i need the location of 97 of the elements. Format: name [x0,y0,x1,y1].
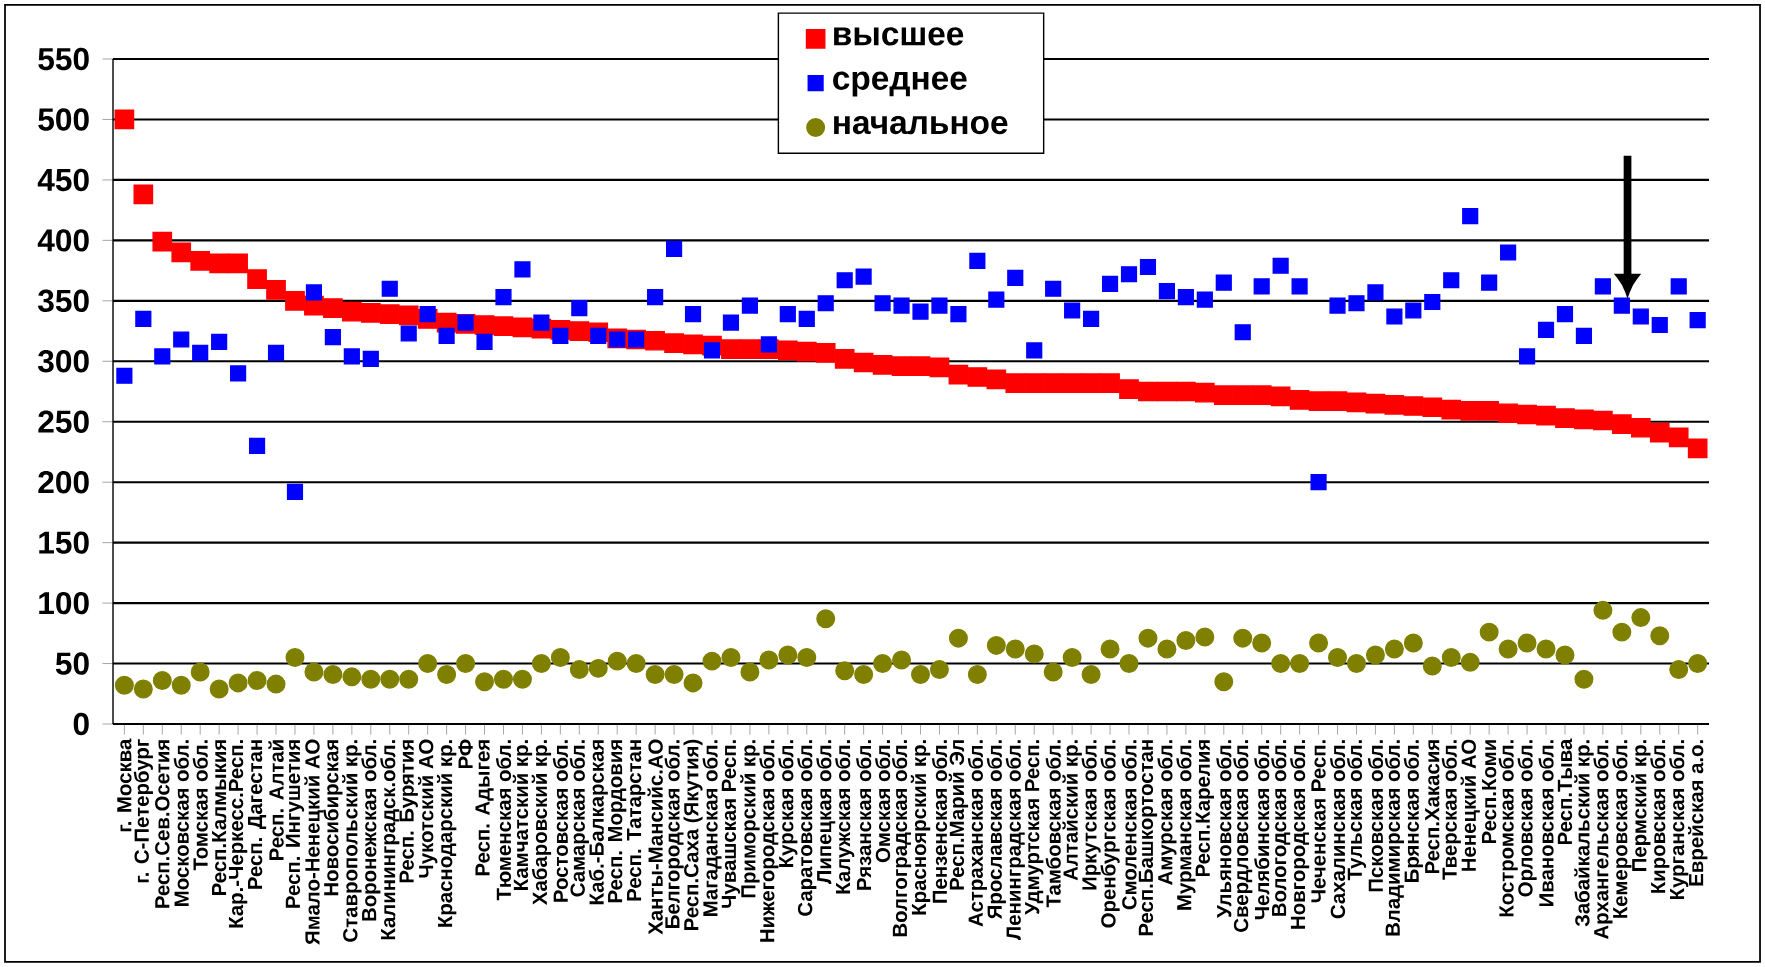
x-tick-label: Хабаровский кр. [531,740,552,905]
x-tick-label: Респ.Коми [1482,740,1497,844]
x-tick-label: Магаданская обл. [702,740,722,916]
x-tick-label: Тверская обл. [1441,740,1461,880]
x-tick-label: Новгородская обл. [1290,740,1310,929]
x-tick-label: Московская обл. [173,740,189,906]
x-tick-label: Омская обл. [875,740,891,863]
x-tick-label: Ненецкий АО [1460,739,1480,871]
x-tick-label: Забайкальский кр. [1574,740,1594,927]
x-tick-label: Сахалинская обл. [1329,740,1346,919]
x-tick-label: Архангельская обл. [1593,740,1613,940]
x-tick-label: Ленинградская обл. [1005,740,1025,941]
x-tick-label: Респ.Карелия [1195,740,1214,877]
x-tick-label: Челябинская обл. [1254,740,1270,920]
x-tick-label: Белгородская обл. [664,740,684,928]
y-tick-label: 100 [39,591,89,615]
y-tick-label: 350 [37,289,89,313]
x-tick-label: Пермский кр. [1631,740,1651,871]
x-tick-label: Рязанская обл. [856,740,872,890]
y-tick-label: 150 [39,531,89,554]
x-tick-label: Респ.Марий Эл [948,740,969,890]
x-tick-label: Приморский кр. [740,740,760,898]
legend-label: среднее [833,71,967,97]
legend-label: начальное [834,115,1008,135]
x-tick-label: Респ.Калмыкия [212,740,227,895]
x-tick-label: Чукотский АО [417,739,438,878]
x-tick-label: Томская обл. [192,740,208,871]
x-tick-label: Вологодская обл. [1271,740,1291,916]
legend-label: высшее [834,27,964,46]
x-tick-label: Алтайский кр. [1062,740,1082,881]
x-tick-label: Ивановская обл. [1538,740,1554,907]
x-tick-label: Респ. Алтай [268,740,284,860]
x-tick-label: Костромская обл. [1498,740,1518,917]
x-tick-label: Каб.-Балкарская [588,740,608,905]
x-tick-label: Респ. Ингушетия [285,740,305,908]
x-tick-label: Амурская обл. [1157,740,1177,885]
x-tick-label: Кар.-Черкесс.Респ. [228,740,248,928]
y-tick-label: 400 [37,229,89,252]
x-tick-label: Иркутская обл. [1081,740,1101,890]
x-tick-label: Астраханская обл. [967,740,987,927]
y-tick-label: 50 [55,652,89,675]
x-tick-label: Самарская обл. [569,740,589,897]
y-tick-label: 200 [38,470,89,494]
x-tick-label: Воронежская обл. [361,740,381,921]
x-tick-label: Тульская обл. [1346,740,1367,881]
x-tick-label: Респ.Башкортостан [1138,740,1158,936]
x-tick-label: Респ. Адыгея [475,740,494,876]
x-tick-label: Респ. Дагестан [247,740,267,889]
x-tick-label: Респ. Мордовия [608,740,627,903]
x-tick-label: Респ.Саха (Якутия) [683,739,703,930]
x-tick-label: Респ.Тыва [1557,738,1573,845]
y-tick-label: 300 [37,350,89,373]
x-tick-label: Ростовская обл. [552,740,568,902]
x-tick-label: Курская обл. [778,740,798,867]
y-tick-label: 0 [73,712,89,736]
x-tick-label: Ханты-Мансийс.АО [647,739,663,935]
x-tick-label: Ямало-Ненецкий АО [304,739,324,945]
x-tick-label: Саратовская обл. [797,740,817,916]
x-tick-label: Орловская обл. [1517,740,1537,897]
x-tick-label: Свердловская обл. [1233,740,1253,932]
y-tick-label: 250 [38,410,89,433]
x-tick-label: Чувашская Респ. [721,740,741,908]
x-tick-label: Еврейская а.о. [1687,740,1708,886]
x-tick-label: Мурманская обл. [1176,740,1196,910]
x-tick-label: Пензенская обл. [931,740,948,903]
x-tick-label: Липецкая обл. [816,740,836,884]
x-tick-label: г. Москва [117,738,132,832]
x-tick-label: Респ.Хакасия [1425,740,1440,874]
x-tick-label: Кемеровская обл. [1612,740,1632,918]
x-tick-label: Смоленская обл. [1121,740,1137,910]
x-tick-label: Кировская обл. [1650,740,1670,893]
x-tick-label: Калининградск.обл. [380,740,400,940]
x-tick-label: Удмуртская Респ. [1025,740,1044,915]
x-tick-label: Ставропольский кр. [342,740,362,942]
x-tick-label: Ярославская обл. [986,740,1006,919]
x-tick-label: г. С-Петербург [133,739,153,883]
x-tick-label: Тюменская обл. [495,740,512,901]
x-tick-label: Новосибирская [323,740,343,896]
x-tick-label: Краснодарский кр. [436,740,457,927]
x-tick-label: Респ. Татарстан [627,740,646,901]
x-tick-label: Оренбургская обл. [1100,740,1120,928]
x-tick-label: Калужская обл. [835,740,855,894]
x-tick-label: Чеченская Респ. [1311,740,1326,903]
x-tick-label: Респ.Сев.Осетия [155,740,170,908]
x-tick-label: Курганская обл. [1669,740,1689,900]
y-tick-label: 550 [38,47,89,71]
x-tick-label: Владимирская обл. [1384,740,1404,936]
x-tick-label: Красноярский кр. [910,740,931,915]
x-tick-label: Респ. Бурятия [399,740,418,883]
y-tick-label: 450 [37,168,89,192]
y-tick-label: 500 [38,108,89,131]
x-tick-label: Ульяновская обл. [1216,740,1232,918]
x-tick-label: Тамбовская обл. [1045,740,1061,908]
x-tick-label: Нижегородская обл. [759,740,779,942]
x-tick-label: РФ [458,739,473,769]
x-tick-label: Брянская обл. [1403,740,1423,883]
x-tick-label: Псковская обл. [1367,740,1384,892]
